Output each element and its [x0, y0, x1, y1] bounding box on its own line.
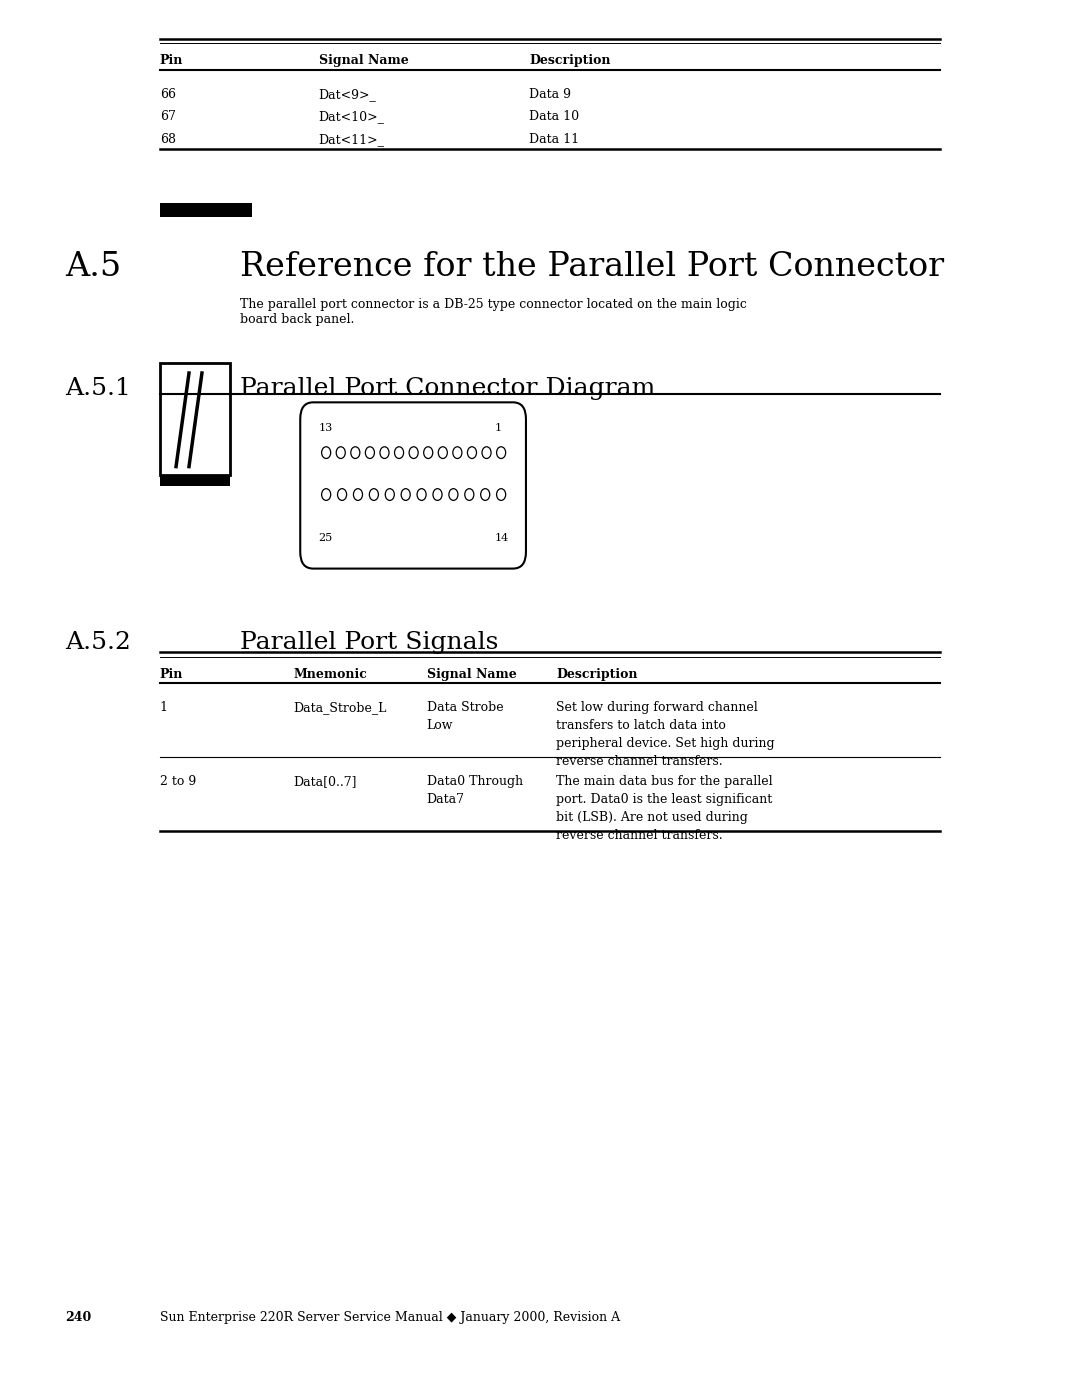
Text: Dat<11>_: Dat<11>_ — [319, 133, 384, 145]
Text: The main data bus for the parallel
port. Data0 is the least significant
bit (LSB: The main data bus for the parallel port.… — [556, 775, 773, 842]
Text: Mnemonic: Mnemonic — [294, 668, 367, 680]
Text: Dat<10>_: Dat<10>_ — [319, 110, 384, 123]
Text: Signal Name: Signal Name — [427, 668, 516, 680]
FancyBboxPatch shape — [160, 475, 230, 486]
Text: Signal Name: Signal Name — [319, 54, 408, 67]
Text: Pin: Pin — [160, 54, 184, 67]
Text: 68: 68 — [160, 133, 176, 145]
Text: Data[0..7]: Data[0..7] — [294, 775, 357, 788]
Text: Reference for the Parallel Port Connector: Reference for the Parallel Port Connecto… — [240, 251, 944, 284]
Text: A.5.1: A.5.1 — [65, 377, 131, 400]
Text: 240: 240 — [65, 1312, 91, 1324]
Text: 1: 1 — [160, 701, 167, 714]
Text: 25: 25 — [319, 534, 333, 543]
Text: Dat<9>_: Dat<9>_ — [319, 88, 376, 101]
Text: Data 9: Data 9 — [529, 88, 571, 101]
Text: 14: 14 — [495, 534, 509, 543]
Text: Pin: Pin — [160, 668, 184, 680]
Text: Data_Strobe_L: Data_Strobe_L — [294, 701, 387, 714]
Text: Parallel Port Connector Diagram: Parallel Port Connector Diagram — [240, 377, 654, 400]
Text: Description: Description — [556, 668, 637, 680]
Text: A.5: A.5 — [65, 251, 121, 284]
Text: Data 10: Data 10 — [529, 110, 579, 123]
FancyBboxPatch shape — [160, 203, 252, 217]
Text: 1: 1 — [495, 423, 502, 433]
Text: Data Strobe
Low: Data Strobe Low — [427, 701, 503, 732]
Text: The parallel port connector is a DB-25 type connector located on the main logic: The parallel port connector is a DB-25 t… — [240, 298, 746, 310]
FancyBboxPatch shape — [160, 363, 230, 475]
Text: 2 to 9: 2 to 9 — [160, 775, 197, 788]
Text: Sun Enterprise 220R Server Service Manual ◆ January 2000, Revision A: Sun Enterprise 220R Server Service Manua… — [160, 1312, 620, 1324]
Text: board back panel.: board back panel. — [240, 313, 354, 326]
Text: 67: 67 — [160, 110, 176, 123]
Text: A.5.2: A.5.2 — [65, 631, 131, 654]
Text: Data 11: Data 11 — [529, 133, 579, 145]
Text: 13: 13 — [319, 423, 333, 433]
FancyBboxPatch shape — [300, 402, 526, 569]
Text: Data0 Through
Data7: Data0 Through Data7 — [427, 775, 523, 806]
Text: Description: Description — [529, 54, 610, 67]
Text: 66: 66 — [160, 88, 176, 101]
Text: Set low during forward channel
transfers to latch data into
peripheral device. S: Set low during forward channel transfers… — [556, 701, 774, 768]
Text: Parallel Port Signals: Parallel Port Signals — [240, 631, 498, 654]
